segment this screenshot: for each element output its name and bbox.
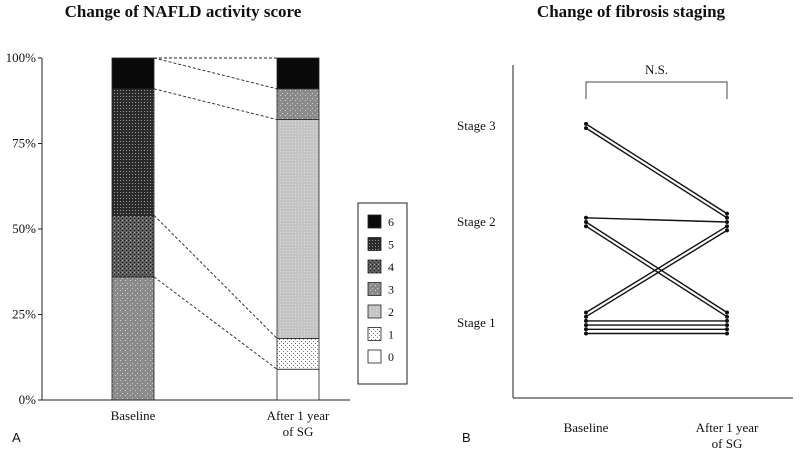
panel-a-stacked-bar-chart: Change of NAFLD activity score 0% 25% 50% 7… bbox=[6, 2, 408, 445]
patient-baseline-point bbox=[584, 224, 588, 229]
patient-baseline-point bbox=[584, 327, 588, 332]
chart-a-legend: 6 5 4 3 2 1 0 bbox=[357, 202, 408, 385]
chart-b-axes bbox=[512, 65, 793, 399]
patient-line bbox=[585, 127, 728, 219]
chart-b-title: Change of fibrosis staging bbox=[537, 2, 726, 21]
chart-b-y-label: Stage 2 bbox=[457, 214, 496, 229]
patient-baseline-point bbox=[584, 220, 588, 224]
chart-a-y-tick-label: 0% bbox=[19, 392, 37, 407]
legend-label-3: 3 bbox=[388, 283, 394, 297]
patient-after-point bbox=[725, 211, 729, 216]
legend-label-5: 5 bbox=[388, 238, 394, 252]
legend-swatch-5 bbox=[367, 237, 382, 251]
patient-baseline-point bbox=[584, 318, 588, 323]
patient-after-point bbox=[725, 323, 729, 328]
legend-label-4: 4 bbox=[388, 260, 394, 274]
bar-segment-score-3 bbox=[111, 276, 155, 401]
chart-a-y-tick-label: 25% bbox=[12, 307, 36, 322]
connector-line bbox=[153, 215, 278, 339]
chart-a-y-tick-label: 75% bbox=[12, 136, 36, 151]
legend-label-0: 0 bbox=[388, 350, 394, 364]
legend-swatch-4 bbox=[367, 259, 382, 274]
chart-b-x-label: of SG bbox=[712, 436, 743, 451]
patient-line bbox=[585, 217, 728, 223]
significance-bracket bbox=[585, 81, 728, 99]
patient-baseline-point bbox=[584, 314, 588, 319]
chart-a-title: Change of NAFLD activity score bbox=[65, 2, 302, 21]
chart-a-y-tick-label: 100% bbox=[6, 50, 37, 65]
patient-baseline-point bbox=[584, 126, 588, 131]
bar-segment-score-6 bbox=[111, 57, 155, 90]
patient-after-point bbox=[725, 327, 729, 332]
panel-b-line-chart: Change of fibrosis staging Stage 1Stage … bbox=[457, 2, 793, 451]
bar-segment-score-5 bbox=[111, 88, 155, 216]
chart-b-lines bbox=[584, 121, 729, 336]
bar-segment-score-6 bbox=[276, 57, 320, 90]
legend-label-2: 2 bbox=[388, 305, 394, 319]
chart-b-x-label: Baseline bbox=[564, 420, 609, 435]
patient-after-point bbox=[725, 220, 729, 224]
bar-segment-score-3 bbox=[276, 88, 320, 120]
panel-a-label: A bbox=[12, 430, 21, 445]
connector-line bbox=[153, 57, 278, 90]
chart-a-x-label: of SG bbox=[283, 424, 314, 439]
panel-b-label: B bbox=[462, 430, 471, 445]
legend-swatch-3 bbox=[367, 282, 382, 296]
connector-line bbox=[153, 276, 278, 370]
patient-after-point bbox=[725, 224, 729, 229]
patient-line bbox=[585, 225, 728, 318]
legend-swatch-2 bbox=[367, 304, 382, 319]
legend-box bbox=[357, 202, 408, 385]
legend-swatch-0 bbox=[367, 349, 382, 364]
chart-a-x-label: Baseline bbox=[111, 408, 156, 423]
patient-baseline-point bbox=[584, 323, 588, 328]
legend-label-1: 1 bbox=[388, 328, 394, 342]
patient-after-point bbox=[725, 228, 729, 233]
chart-a-connectors bbox=[153, 57, 278, 401]
connector-line bbox=[153, 88, 278, 120]
bar-segment-score-0 bbox=[276, 368, 320, 401]
legend-swatch-1 bbox=[367, 327, 382, 341]
chart-a-x-label: After 1 year bbox=[267, 408, 330, 423]
legend-swatch-6 bbox=[367, 214, 382, 229]
chart-b-y-label: Stage 3 bbox=[457, 118, 496, 133]
chart-a-bars bbox=[111, 57, 320, 401]
bar-segment-score-1 bbox=[276, 338, 320, 370]
legend-label-6: 6 bbox=[388, 215, 394, 229]
patient-line bbox=[585, 225, 728, 314]
patient-baseline-point bbox=[584, 331, 588, 336]
significance-label: N.S. bbox=[645, 62, 668, 77]
bar-segment-score-4 bbox=[111, 214, 155, 278]
bar-segment-score-2 bbox=[276, 119, 320, 339]
patient-line bbox=[585, 123, 728, 215]
chart-b-significance: N.S. bbox=[585, 62, 728, 99]
chart-b-y-labels: Stage 1 Stage 2 Stage 3 bbox=[457, 118, 496, 330]
chart-b-y-label: Stage 1 bbox=[457, 315, 496, 330]
patient-after-point bbox=[725, 310, 729, 315]
patient-after-point bbox=[725, 314, 729, 319]
chart-a-y-tick-label: 50% bbox=[12, 221, 36, 236]
patient-baseline-point bbox=[584, 121, 588, 126]
chart-a-y-ticks: 0% 25% 50% 75% 100% bbox=[6, 50, 42, 407]
patient-line bbox=[585, 221, 728, 314]
patient-baseline-point bbox=[584, 215, 588, 220]
patient-after-point bbox=[725, 318, 729, 323]
patient-baseline-point bbox=[584, 310, 588, 315]
chart-b-x-label: After 1 year bbox=[696, 420, 759, 435]
patient-after-point bbox=[725, 331, 729, 336]
patient-after-point bbox=[725, 215, 729, 220]
patient-line bbox=[585, 229, 728, 318]
